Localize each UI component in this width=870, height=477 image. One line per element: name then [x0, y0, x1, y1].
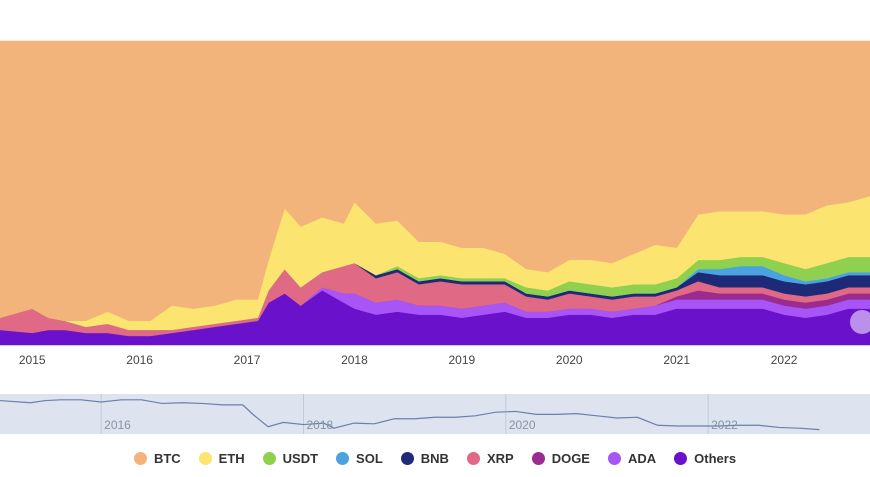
x-tick-label: 2016 [126, 353, 153, 367]
legend-marker-icon [198, 451, 212, 465]
range-handle[interactable] [850, 310, 870, 334]
x-tick-label: 2017 [234, 353, 261, 367]
legend-label: XRP [486, 450, 514, 466]
navigator-tick-label: 2016 [104, 418, 131, 432]
x-axis: 2015 2016 2017 2018 2019 2020 2021 2022 [19, 353, 798, 367]
legend-marker-icon [400, 451, 414, 465]
navigator-series-line [0, 399, 820, 431]
legend-marker-icon [674, 451, 688, 465]
legend-marker-icon [336, 451, 350, 465]
x-tick-label: 2020 [556, 353, 583, 367]
legend-label: DOGE [551, 450, 590, 466]
legend-label: BTC [153, 450, 181, 466]
x-tick-label: 2019 [449, 353, 476, 367]
legend-label: BNB [420, 450, 449, 466]
x-tick-label: 2015 [19, 353, 46, 367]
legend-bnb[interactable]: BNB [400, 450, 449, 466]
x-tick-label: 2018 [341, 353, 368, 367]
legend-marker-icon [607, 451, 621, 465]
legend-marker-icon [531, 451, 545, 465]
legend-btc[interactable]: BTC [133, 450, 181, 466]
legend-ada[interactable]: ADA [607, 450, 657, 466]
x-tick-label: 2021 [663, 353, 690, 367]
navigator-tick-label: 2020 [509, 418, 536, 432]
navigator-tick-label: 2018 [306, 418, 333, 432]
legend-others[interactable]: Others [674, 451, 736, 466]
legend-label: Others [694, 450, 737, 466]
legend-usdt[interactable]: USDT [262, 450, 319, 466]
x-tick-label: 2022 [771, 353, 798, 367]
legend-label: ADA [627, 450, 657, 466]
legend-marker-icon [133, 451, 147, 465]
legend-xrp[interactable]: XRP [466, 450, 514, 466]
legend-label: SOL [356, 450, 383, 466]
navigator[interactable]: 2016 2018 2020 2022 [0, 394, 870, 434]
legend-doge[interactable]: DOGE [531, 450, 590, 466]
navigator-tick-label: 2022 [711, 418, 738, 432]
legend-eth[interactable]: ETH [198, 450, 245, 466]
legend-marker-icon [466, 451, 480, 465]
legend-marker-icon [262, 451, 276, 465]
legend-sol[interactable]: SOL [336, 451, 383, 466]
legend: BTC ETH USDT SOL BNB XRP DOGE ADA Others [0, 446, 870, 470]
legend-label: USDT [282, 450, 319, 466]
legend-label: ETH [218, 450, 245, 466]
chart-areas [0, 40, 870, 346]
area-btc[interactable] [0, 40, 870, 321]
